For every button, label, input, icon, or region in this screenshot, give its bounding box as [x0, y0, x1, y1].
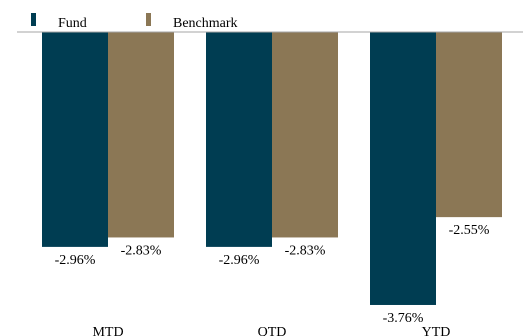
category-label-ytd: YTD [422, 325, 451, 336]
data-labels-group: -2.96% -2.83% -2.96% -2.83% -3.76% -2.55% [55, 223, 490, 326]
chart-legend: Fund Benchmark [31, 13, 238, 31]
bar-benchmark-ytd [436, 32, 502, 218]
bar-benchmark-qtd [272, 32, 338, 238]
legend-label-benchmark: Benchmark [173, 16, 238, 31]
category-labels-group: MTD QTD YTD [92, 325, 450, 336]
category-label-mtd: MTD [92, 325, 123, 336]
bars-group [42, 32, 502, 305]
bar-fund-mtd [42, 32, 108, 247]
category-label-qtd: QTD [258, 325, 287, 336]
legend-swatch-fund [31, 13, 36, 26]
legend-label-fund: Fund [58, 16, 87, 31]
data-label-fund-qtd: -2.96% [219, 253, 260, 268]
legend-swatch-benchmark [146, 13, 151, 26]
data-label-benchmark-ytd: -2.55% [449, 223, 490, 238]
bar-fund-ytd [370, 32, 436, 305]
data-label-benchmark-mtd: -2.83% [121, 243, 162, 258]
data-label-fund-mtd: -2.96% [55, 253, 96, 268]
data-label-fund-ytd: -3.76% [383, 311, 424, 326]
data-label-benchmark-qtd: -2.83% [285, 243, 326, 258]
bar-fund-qtd [206, 32, 272, 247]
bar-benchmark-mtd [108, 32, 174, 238]
